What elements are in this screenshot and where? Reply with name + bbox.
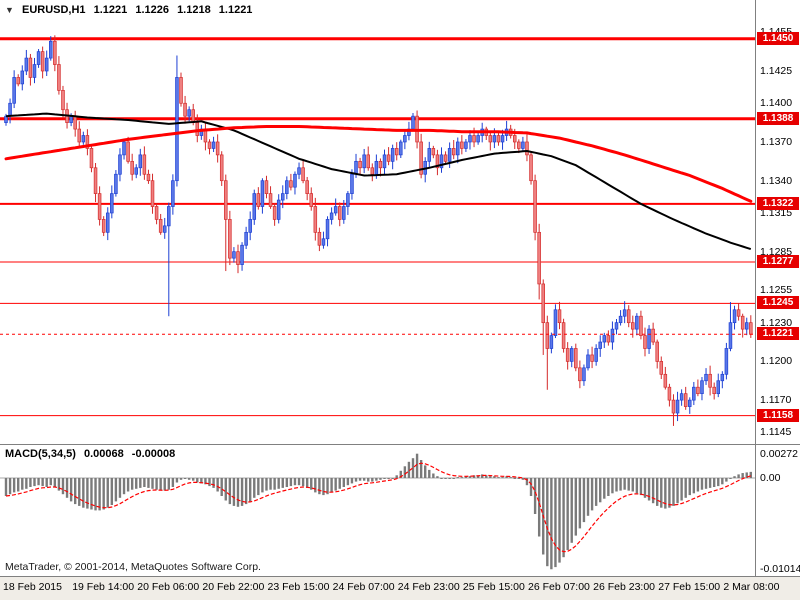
price-axis-label: 1.1255	[760, 284, 793, 297]
price-axis-label: 1.1340	[760, 174, 793, 187]
price-level-badge: 1.1322	[757, 196, 799, 210]
price-level-badge: 1.1277	[757, 255, 799, 268]
price-axis-label: 1.1425	[760, 64, 793, 77]
time-axis-label: 2 Mar 08:00	[723, 581, 780, 593]
time-axis-label: 19 Feb 14:00	[72, 581, 135, 593]
chart-quote-line: ▼ EURUSD,H1 1.1221 1.1226 1.1218 1.1221	[5, 4, 257, 16]
time-axis-label: 20 Feb 22:00	[202, 581, 265, 593]
quote-open: 1.1221	[93, 4, 128, 16]
macd-indicator-label: MACD(5,34,5) 0.00068 -0.00008	[5, 448, 180, 460]
price-axis-label: 1.1145	[760, 426, 792, 439]
pane-divider[interactable]	[0, 444, 800, 445]
symbol-marker-icon: ▼	[5, 5, 14, 15]
macd-axis-label: -0.01014	[760, 563, 800, 576]
quote-low: 1.1218	[177, 4, 211, 16]
macd-axis-label: 0.00	[760, 472, 781, 484]
macd-indicator-canvas[interactable]	[0, 444, 756, 576]
candles-layer	[4, 35, 753, 426]
time-axis-label: 26 Feb 07:00	[528, 581, 590, 593]
time-axis-label: 18 Feb 2015	[3, 581, 62, 593]
macd-signal-value: -0.00008	[131, 448, 176, 460]
time-axis-label: 25 Feb 15:00	[462, 581, 525, 593]
price-level-badge: 1.1245	[757, 296, 799, 310]
price-axis-label: 1.1370	[760, 135, 793, 148]
price-axis-label: 1.1400	[760, 97, 793, 110]
macd-signal-line	[5, 462, 751, 553]
time-axis-divider	[0, 576, 800, 577]
time-axis[interactable]: 18 Feb 2015 19 Feb 14:00 20 Feb 06:00 20 Fe…	[0, 577, 800, 600]
macd-histogram	[4, 453, 753, 570]
current-price-badge: 1.1221	[757, 327, 799, 341]
symbol-timeframe-label: EURUSD,H1	[21, 4, 86, 16]
price-axis[interactable]: 1.14551.14251.14001.13701.13401.13151.12…	[755, 0, 800, 577]
time-axis-label: 20 Feb 06:00	[137, 581, 200, 593]
time-axis-label: 27 Feb 15:00	[658, 581, 721, 593]
time-axis-label: 24 Feb 07:00	[332, 581, 395, 593]
time-axis-label: 24 Feb 23:00	[397, 581, 460, 593]
copyright-text: MetaTrader, © 2001-2014, MetaQuotes Soft…	[5, 561, 261, 573]
price-axis-label: 1.1200	[760, 355, 793, 368]
price-axis-label: 1.1230	[760, 316, 793, 329]
price-axis-label: 1.1285	[760, 245, 793, 258]
macd-main-value: 0.00068	[83, 448, 124, 460]
price-chart-canvas[interactable]	[0, 0, 756, 444]
time-axis-label: 26 Feb 23:00	[593, 581, 656, 593]
time-axis-label: 23 Feb 15:00	[267, 581, 330, 593]
quote-close: 1.1221	[218, 4, 253, 16]
price-level-badge: 1.1450	[757, 31, 799, 45]
price-axis-label: 1.1170	[760, 394, 792, 407]
price-axis-label: 1.1315	[760, 206, 793, 219]
macd-axis-label: 0.00272	[760, 447, 798, 460]
ma-black-line	[5, 112, 752, 251]
quote-high: 1.1226	[135, 4, 169, 16]
price-level-badge: 1.1388	[757, 111, 799, 125]
price-level-badge: 1.1158	[757, 408, 799, 422]
ma-red-line	[4, 125, 753, 203]
macd-name: MACD(5,34,5)	[5, 448, 76, 460]
